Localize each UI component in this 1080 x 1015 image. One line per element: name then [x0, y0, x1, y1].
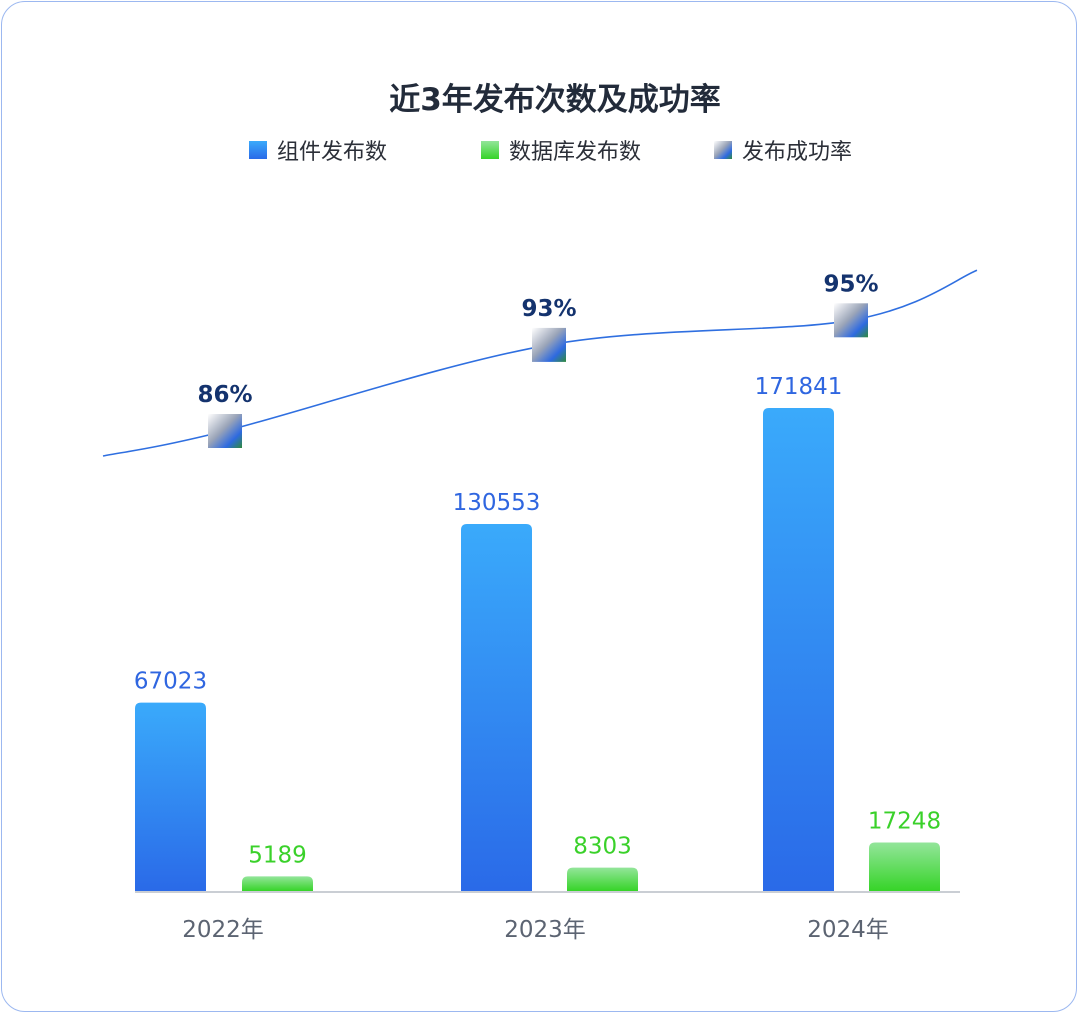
success-rate-label-0: 86% [197, 382, 252, 408]
legend-swatch-components [249, 141, 267, 159]
x-axis-ticks: 2022年 2023年 2024年 [182, 917, 889, 943]
bar-components-0 [135, 702, 206, 891]
legend: 组件发布数 数据库发布数 发布成功率 [249, 140, 852, 165]
success-rate-marker-0 [208, 414, 242, 448]
bar-components-2 [763, 408, 834, 891]
x-tick-label-1: 2023年 [504, 917, 586, 943]
x-tick-label-0: 2022年 [182, 917, 264, 943]
success-rate-label-1: 93% [521, 296, 576, 322]
success-rate-marker-1 [532, 327, 566, 362]
chart-title: 近3年发布次数及成功率 [389, 82, 721, 118]
bar-database-0 [242, 876, 313, 891]
bar-label-database-0: 5189 [248, 842, 307, 868]
bar-label-database-1: 8303 [573, 834, 632, 860]
bar-label-components-0: 67023 [134, 669, 207, 695]
x-tick-label-2: 2024年 [807, 917, 889, 943]
legend-swatch-success-rate [714, 141, 732, 159]
success-rate-label-2: 95% [823, 271, 878, 297]
legend-label-database: 数据库发布数 [509, 140, 641, 165]
bar-label-components-1: 130553 [453, 490, 541, 516]
legend-swatch-database [481, 141, 499, 159]
bar-database-1 [567, 867, 638, 891]
bar-label-components-2: 171841 [755, 374, 843, 400]
legend-label-components: 组件发布数 [277, 140, 387, 165]
legend-label-success-rate: 发布成功率 [742, 140, 852, 165]
bar-components-1 [461, 524, 532, 891]
bar-label-database-2: 17248 [868, 809, 941, 835]
labels-layer: 67023 5189 130553 8303 171841 17248 [134, 374, 941, 868]
bars-layer [135, 408, 940, 891]
line-layer: 86% 93% 95% [102, 269, 978, 457]
bar-database-2 [869, 842, 940, 891]
success-rate-marker-2 [834, 303, 868, 338]
